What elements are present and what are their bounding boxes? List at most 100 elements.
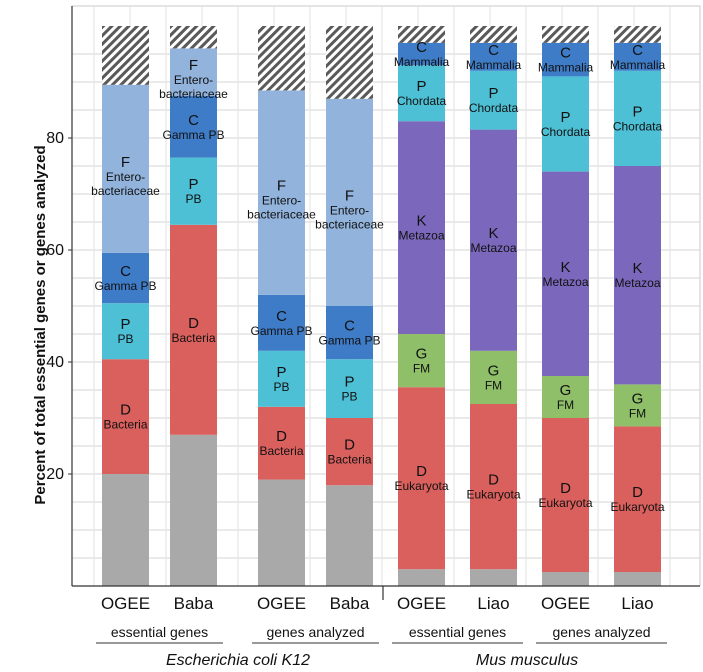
segment-letter: G [416,346,428,363]
x-tick-label: OGEE [257,594,306,613]
segment-letter: D [188,315,199,332]
segment-name: Chordata [541,125,591,139]
bar-segment-G [398,334,445,388]
bar-segment-P [102,303,149,360]
segment-name: Entero-bacteriaceae [247,194,316,222]
bar-segment-P [542,76,589,172]
bar-segment-C [170,96,217,158]
segment-name: Metazoa [542,275,588,289]
segment-letter: C [488,42,499,59]
segment-letter: P [276,364,286,381]
segment-letter: P [188,176,198,193]
segment-name: Chordata [397,94,447,108]
bars [102,26,661,586]
bar-segment-D [170,224,217,435]
bar-segment-hatched [170,26,217,49]
bar-segment-G [470,350,517,404]
bar-segment-G [614,384,661,427]
segment-letter: D [560,480,571,497]
bar-segment-P [326,359,373,418]
bar-segment-C [614,42,661,71]
segment-name: Entero-bacteriaceae [159,73,228,101]
segment-letter: K [416,213,426,230]
bar-segment-P [398,65,445,122]
bar-segment-K [398,121,445,334]
bar-segment-root [326,485,373,586]
segment-name: Gamma PB [318,334,380,348]
y-tick-label: 60 [46,242,64,259]
segment-name: FM [629,406,646,420]
segment-letter: C [560,45,571,62]
segment-name: Entero-bacteriaceae [91,170,160,198]
bar-segment-D [614,426,661,572]
x-tick-label: OGEE [541,594,590,613]
segment-name: FM [557,398,574,412]
bar-segment-K [614,166,661,385]
bar-segment-K [542,171,589,376]
segment-name: Chordata [613,119,663,133]
bar-segment-hatched [614,26,661,43]
segment-letter: K [560,259,570,276]
segment-letter: C [276,308,287,325]
bar-segment-K [470,129,517,351]
segment-name: Metazoa [614,276,660,290]
segment-name: Entero-bacteriaceae [315,203,384,231]
bar-segment-C [102,252,149,304]
x-tick-label: OGEE [397,594,446,613]
bar-segment-P [614,70,661,166]
segment-letter: D [344,437,355,454]
bar-segment-hatched [398,26,445,43]
bar-segment-hatched [326,26,373,99]
segment-name: Eukaryota [394,479,448,493]
bar-segment-root [470,569,517,586]
x-tick-label: Liao [621,594,653,613]
segment-name: Metazoa [470,241,516,255]
segment-letter: C [188,112,199,129]
y-ticks: 20 40 60 80 [46,130,72,483]
y-tick-label: 40 [46,354,64,371]
bar-segment-P [170,157,217,225]
segment-letter: D [632,484,643,501]
segment-name: Gamma PB [250,324,312,338]
segment-letter: P [488,85,498,102]
bar-segment-C [470,42,517,71]
segment-name: PB [117,332,133,346]
bar-segment-C [258,294,305,351]
organism-label: Mus musculus [476,652,578,669]
segment-name: Bacteria [103,418,147,432]
segment-name: Metazoa [398,229,444,243]
bar-segment-F [102,84,149,253]
segment-letter: D [276,428,287,445]
bar-segment-F [170,48,217,96]
segment-letter: G [488,362,500,379]
bar-segment-F [326,98,373,306]
segment-letter: K [632,260,642,277]
segment-letter: G [632,390,644,407]
group-label: essential genes [111,624,208,640]
segment-name: Mammalia [610,58,666,72]
segment-letter: C [120,263,131,280]
group-label: essential genes [409,624,506,640]
segment-letter: P [120,316,130,333]
bar-segment-C [542,42,589,77]
segment-name: Mammalia [538,61,594,75]
bar-segment-C [398,42,445,66]
segment-name: Chordata [469,101,519,115]
segment-name: Eukaryota [466,488,520,502]
segment-letter: F [189,57,198,74]
x-tick-label: Baba [174,594,214,613]
segment-letter: G [560,382,572,399]
segment-name: Eukaryota [538,496,592,510]
x-labels: OGEE Baba OGEE Baba OGEE Liao OGEE Liao essentia… [96,594,667,669]
segment-name: Bacteria [327,453,371,467]
organism-label: Escherichia coli K12 [166,652,310,669]
segment-name: FM [485,378,502,392]
segment-letter: C [416,39,427,56]
y-tick-label: 20 [46,466,64,483]
bar-segment-root [102,474,149,586]
x-tick-label: Liao [477,594,509,613]
y-tick-label: 80 [46,130,64,147]
segment-name: Gamma PB [162,128,224,142]
segment-letter: F [121,154,130,171]
